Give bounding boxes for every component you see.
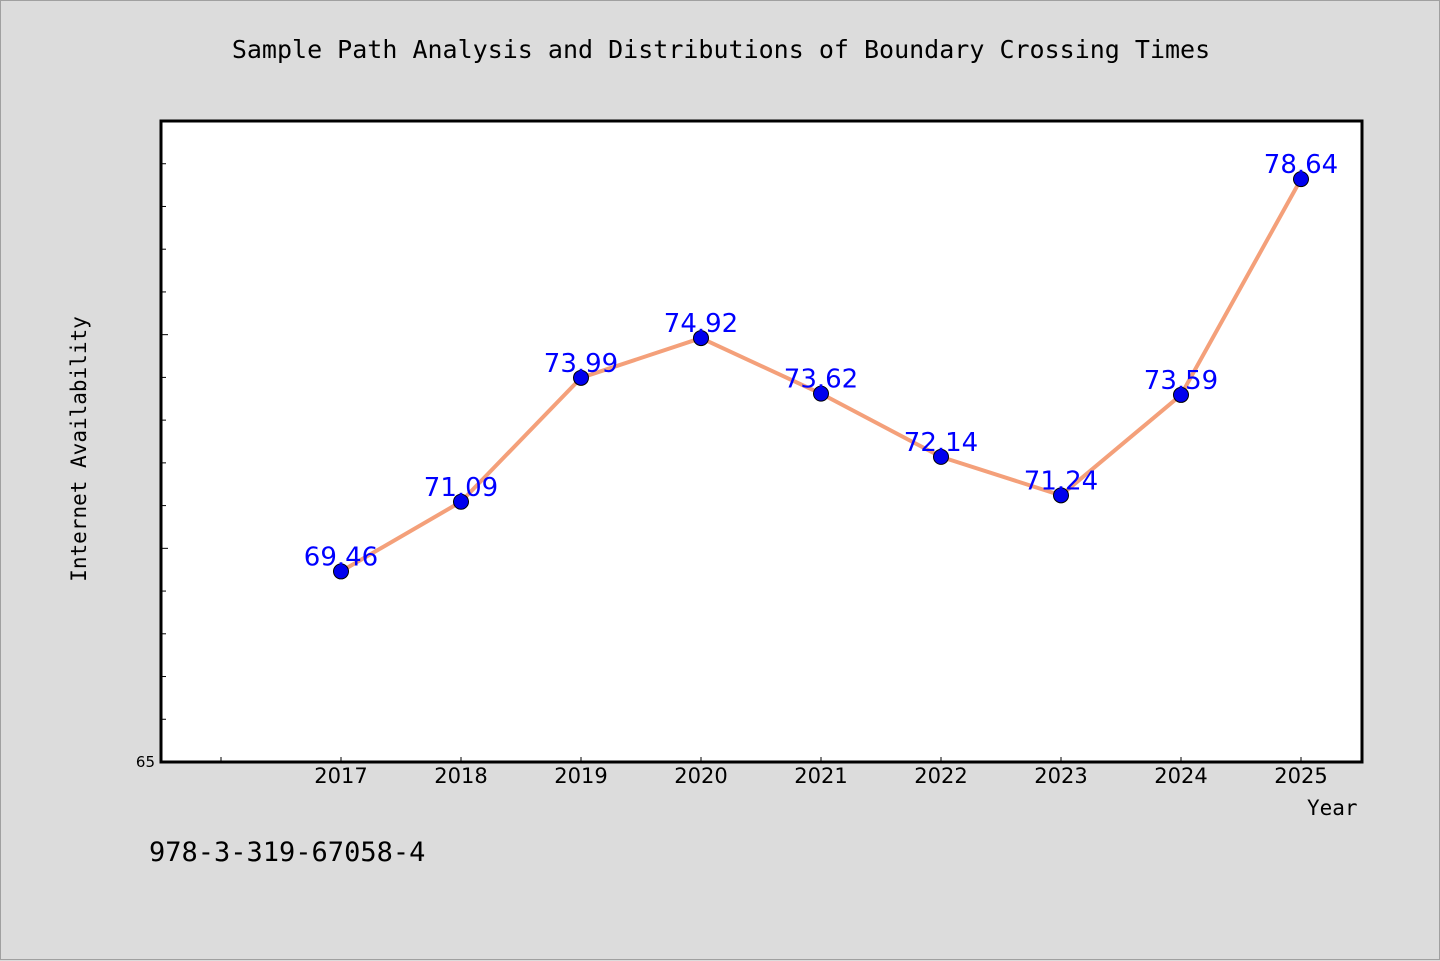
data-point [453, 493, 469, 510]
data-point [933, 448, 949, 465]
data-label: 71.24 [1024, 466, 1098, 496]
data-labels: 69.46 71.09 73.99 74.92 73.62 72.14 71.24 73.59… [304, 150, 1338, 572]
data-label: 74.92 [664, 309, 738, 339]
data-point [813, 385, 829, 402]
y-tick-label: 65 [136, 753, 155, 771]
data-label: 71.09 [424, 473, 498, 503]
data-point [1173, 386, 1189, 403]
x-axis-title: Year [1307, 796, 1358, 820]
x-tick-label: 2022 [914, 764, 967, 788]
data-point [1293, 171, 1309, 188]
x-tick-label: 2024 [1154, 764, 1207, 788]
data-point [573, 369, 589, 386]
y-axis-ticks [161, 120, 168, 720]
x-tick-label: 2018 [434, 764, 487, 788]
x-tick-label: 2021 [794, 764, 847, 788]
data-label: 73.99 [544, 349, 618, 379]
data-label: 73.62 [784, 365, 858, 395]
y-axis-tick-labels: 65 [136, 753, 155, 771]
x-tick-label: 2019 [554, 764, 607, 788]
data-label: 72.14 [904, 428, 978, 458]
data-label: 78.64 [1264, 150, 1338, 180]
x-axis-tick-labels: 2017 2018 2019 2020 2021 2022 2023 2024 2025 [314, 764, 1327, 788]
chart-title: Sample Path Analysis and Distributions o… [231, 35, 1211, 64]
data-markers [333, 171, 1309, 580]
data-label: 69.46 [304, 542, 378, 572]
data-point [693, 330, 709, 347]
x-tick-label: 2017 [314, 764, 367, 788]
x-axis-ticks [220, 757, 1302, 762]
x-tick-label: 2020 [674, 764, 727, 788]
data-label: 73.59 [1144, 366, 1218, 396]
plot-area [159, 119, 1364, 764]
x-tick-label: 2023 [1034, 764, 1087, 788]
data-point [333, 563, 349, 580]
isbn-footnote: 978-3-319-67058-4 [149, 837, 426, 868]
data-point [1053, 487, 1069, 504]
x-tick-label: 2025 [1274, 764, 1327, 788]
